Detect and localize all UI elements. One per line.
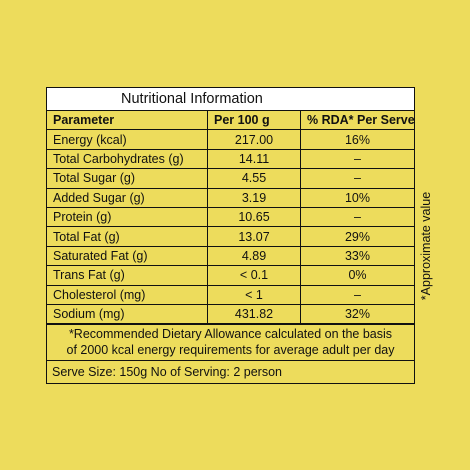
cell-rda: – — [300, 168, 414, 189]
cell-parameter: Sodium (mg) — [47, 303, 208, 325]
footnote-line: of 2000 kcal energy requirements for ave… — [66, 342, 395, 357]
cell-per-100g: 4.55 — [207, 168, 301, 189]
cell-per-100g: 4.89 — [207, 245, 301, 267]
cell-per-100g: 3.19 — [207, 187, 301, 208]
table-row: Total Carbohydrates (g) 14.11– — [47, 148, 414, 170]
header-per-100g: Per 100 g — [207, 111, 301, 131]
cell-per-100g: 13.07 — [207, 226, 301, 247]
nutrition-label: Nutritional Information Parameter Per 10… — [46, 87, 415, 385]
cell-rda: 0% — [300, 265, 414, 286]
table-row: Added Sugar (g) 3.19 10% — [47, 187, 414, 208]
cell-rda: – — [300, 206, 414, 228]
table-row: Protein (g) 10.65– — [47, 206, 414, 228]
rda-footnote: *Recommended Dietary Allowance calculate… — [47, 324, 414, 360]
cell-per-100g: < 0.1 — [207, 265, 301, 286]
approximate-value-note: *Approximate value — [419, 191, 433, 301]
cell-per-100g: 217.00 — [207, 129, 301, 150]
cell-parameter: Total Carbohydrates (g) — [47, 148, 208, 170]
cell-parameter: Trans Fat (g) — [47, 265, 208, 286]
cell-per-100g: 14.11 — [207, 148, 301, 170]
table-body: Energy (kcal) 217.00 16% Total Carbohydrate… — [47, 129, 414, 325]
cell-parameter: Cholesterol (mg) — [47, 284, 208, 305]
cell-parameter: Energy (kcal) — [47, 129, 208, 150]
cell-rda: 16% — [300, 129, 414, 150]
cell-rda: 33% — [300, 245, 414, 267]
nutrition-table: Parameter Per 100 g % RDA* Per Serve Ene… — [47, 111, 414, 325]
cell-per-100g: 431.82 — [207, 303, 301, 325]
cell-rda: 29% — [300, 226, 414, 247]
cell-per-100g: 10.65 — [207, 206, 301, 228]
table-row: Trans Fat (g) < 0.1 0% — [47, 265, 414, 286]
cell-parameter: Total Fat (g) — [47, 226, 208, 247]
cell-parameter: Total Sugar (g) — [47, 168, 208, 189]
cell-parameter: Saturated Fat (g) — [47, 245, 208, 267]
label-title: Nutritional Information — [47, 88, 414, 111]
header-parameter: Parameter — [47, 111, 208, 131]
cell-rda: 10% — [300, 187, 414, 208]
table-row: Saturated Fat (g) 4.89 33% — [47, 245, 414, 267]
header-rda: % RDA* Per Serve — [300, 111, 414, 131]
table-row: Total Fat (g) 13.07 29% — [47, 226, 414, 247]
table-row: Total Sugar (g) 4.55– — [47, 168, 414, 189]
table-header-row: Parameter Per 100 g % RDA* Per Serve — [47, 111, 414, 131]
cell-rda: – — [300, 148, 414, 170]
table-row: Sodium (mg) 431.82 32% — [47, 303, 414, 325]
cell-rda: 32% — [300, 303, 414, 325]
footnote-line: *Recommended Dietary Allowance calculate… — [68, 327, 393, 342]
cell-parameter: Added Sugar (g) — [47, 187, 208, 208]
serve-size: Serve Size: 150g No of Serving: 2 person — [47, 360, 414, 383]
cell-per-100g: < 1 — [207, 284, 301, 305]
cell-rda: – — [300, 284, 414, 305]
table-row: Energy (kcal) 217.00 16% — [47, 129, 414, 150]
cell-parameter: Protein (g) — [47, 206, 208, 228]
table-row: Cholesterol (mg) < 1– — [47, 284, 414, 305]
